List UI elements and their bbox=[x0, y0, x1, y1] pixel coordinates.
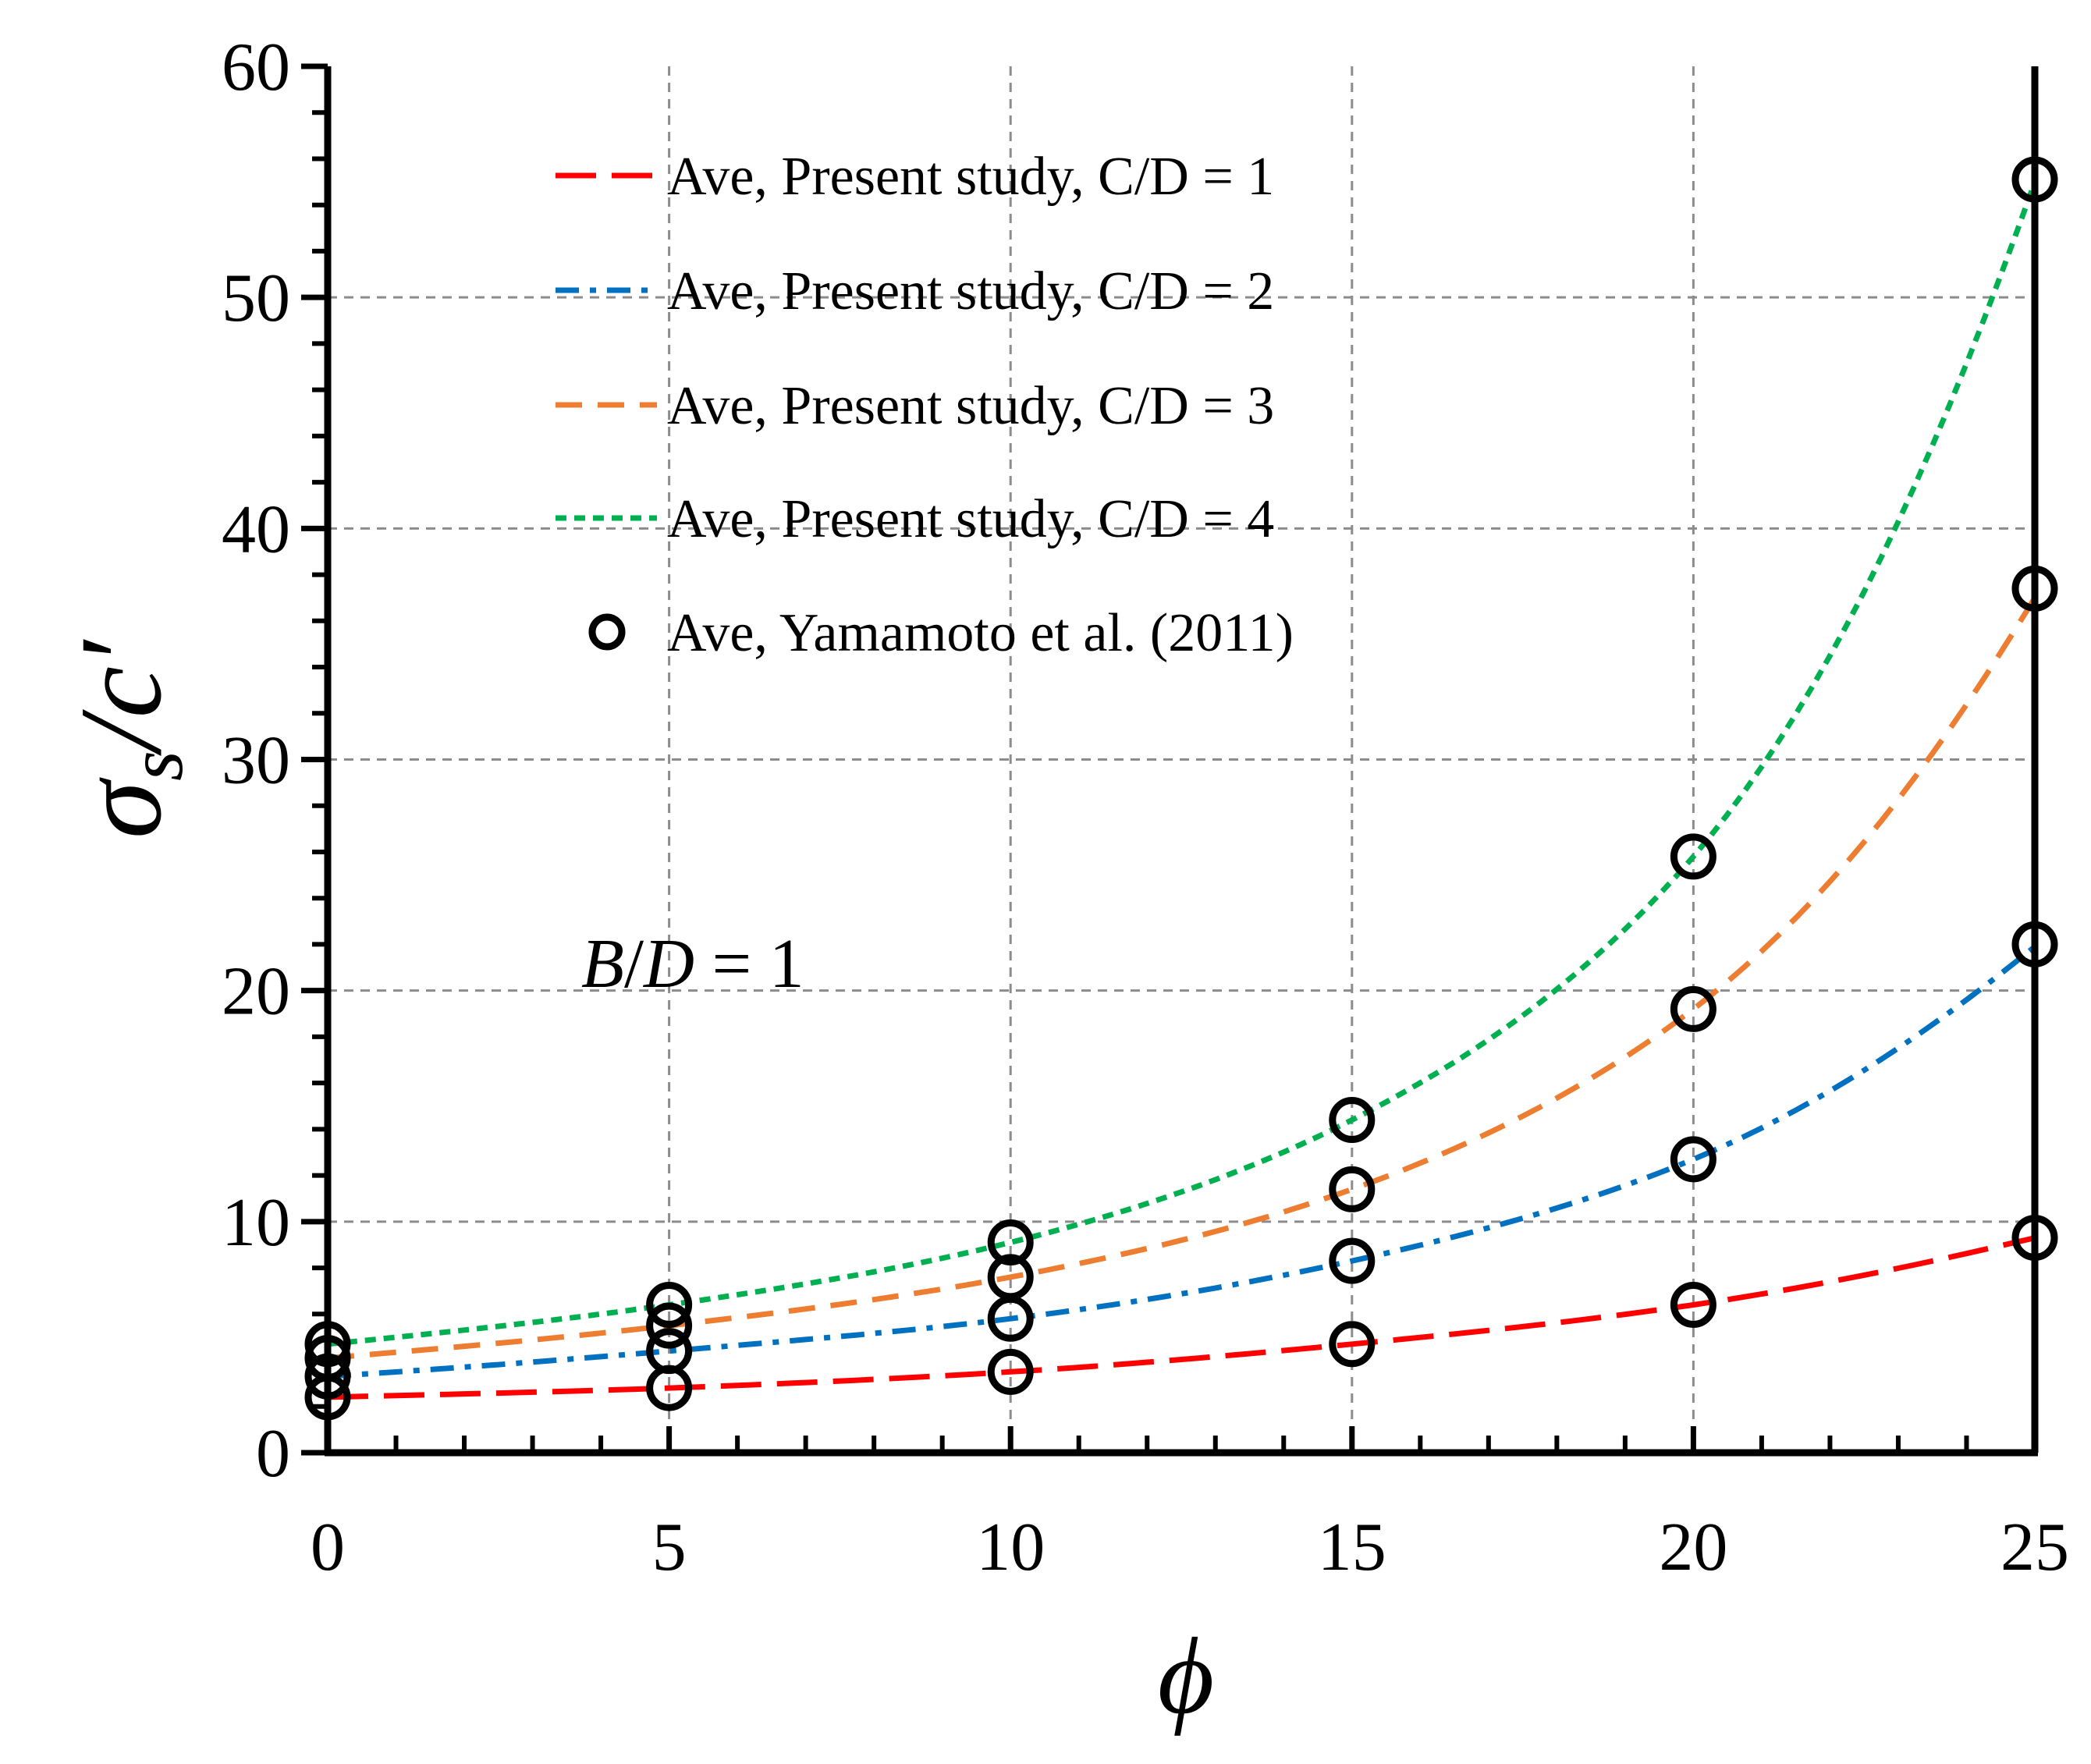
x-axis-title: ϕ bbox=[1158, 1616, 1214, 1737]
data-point-marker bbox=[1670, 985, 1716, 1032]
data-point-marker bbox=[1670, 1136, 1716, 1183]
y-tick-label: 20 bbox=[222, 954, 290, 1030]
legend-label-cd3: Ave, Present study, C/D = 3 bbox=[667, 376, 1274, 436]
x-tick-label: 5 bbox=[652, 1510, 687, 1585]
series-line-cd3 bbox=[327, 596, 2037, 1361]
data-point-marker bbox=[1329, 1166, 1376, 1212]
y-axis-title: σs/c′ bbox=[56, 639, 199, 839]
legend-label-cd2: Ave, Present study, C/D = 2 bbox=[667, 261, 1274, 321]
marker-layer bbox=[304, 156, 2058, 1421]
y-tick-label: 30 bbox=[222, 723, 290, 799]
data-point-marker bbox=[646, 1302, 693, 1349]
data-point-marker bbox=[1329, 1097, 1376, 1144]
legend-label-yamamoto: Ave, Yamamoto et al. (2011) bbox=[667, 603, 1294, 663]
legend: Ave, Present study, C/D = 1 Ave, Present… bbox=[556, 147, 1294, 663]
y-tick-label: 50 bbox=[222, 261, 290, 336]
legend-swatch-yamamoto bbox=[588, 613, 626, 651]
data-point-marker bbox=[987, 1348, 1034, 1395]
data-point-marker bbox=[1670, 833, 1716, 880]
y-tick-label: 40 bbox=[222, 492, 290, 567]
x-tick-label: 25 bbox=[2000, 1510, 2069, 1585]
series-line-cd2 bbox=[327, 944, 2037, 1379]
series-layer bbox=[327, 180, 2038, 1400]
data-point-marker bbox=[1329, 1237, 1376, 1284]
y-tick-label: 60 bbox=[222, 30, 290, 105]
series-line-cd4 bbox=[327, 180, 2038, 1347]
data-point-marker bbox=[987, 1254, 1034, 1301]
y-tick-label: 0 bbox=[256, 1416, 290, 1492]
x-tick-label: 10 bbox=[976, 1510, 1045, 1585]
y-tick-label: 10 bbox=[222, 1185, 290, 1261]
data-point-marker bbox=[1329, 1321, 1376, 1368]
data-point-marker bbox=[646, 1328, 693, 1375]
annotation-bd-ratio: B/D = 1 bbox=[581, 925, 804, 1003]
ticks-layer: 0 10 20 30 40 50 60 0 5 10 15 20 25 bbox=[222, 30, 2069, 1585]
data-point-marker bbox=[1670, 1281, 1716, 1328]
x-tick-label: 15 bbox=[1318, 1510, 1386, 1585]
legend-label-cd4: Ave, Present study, C/D = 4 bbox=[667, 489, 1274, 549]
x-tick-label: 20 bbox=[1659, 1510, 1727, 1585]
x-tick-label: 0 bbox=[311, 1510, 345, 1585]
data-point-marker bbox=[646, 1281, 693, 1328]
series-line-cd1 bbox=[327, 1235, 2036, 1400]
data-point-marker bbox=[987, 1219, 1034, 1265]
legend-label-cd1: Ave, Present study, C/D = 1 bbox=[667, 147, 1274, 207]
